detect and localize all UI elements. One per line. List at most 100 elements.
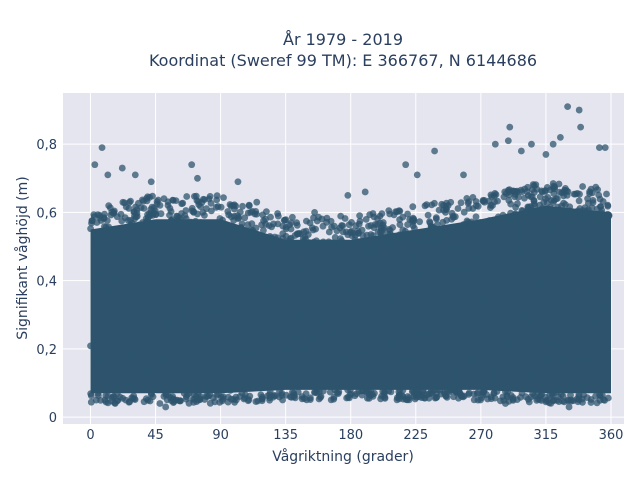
scatter-point [454,245,462,253]
scatter-point [369,232,377,240]
scatter-point [426,218,433,226]
scatter-point [437,234,445,242]
scatter-point [581,204,589,212]
x-tick-label: 135 [273,428,298,443]
scatter-point [103,217,111,225]
scatter-point [183,193,191,200]
scatter-point [249,208,256,215]
scatter-point [380,392,388,399]
scatter-point [474,396,482,404]
scatter-point [575,197,583,205]
scatter-point [351,279,358,287]
scatter-point [112,274,120,282]
scatter-point [147,178,155,186]
scatter-point [432,214,440,222]
scatter-point [506,123,514,131]
scatter-point [101,396,109,404]
scatter-point [127,352,135,360]
x-tick-label: 45 [147,428,164,443]
scatter-point [306,396,314,403]
scatter-point [224,398,232,406]
scatter-point [114,227,122,235]
scatter-point [167,217,175,225]
scatter-point [457,223,464,230]
scatter-point [348,219,355,226]
scatter-point [469,194,477,201]
scatter-point [92,396,100,404]
scatter-point [247,241,255,249]
scatter-point [266,391,273,399]
scatter-point [311,209,318,216]
scatter-point [265,283,273,291]
scatter-point [443,393,451,401]
scatter-point [363,249,370,257]
scatter-point [579,399,586,406]
scatter-point [358,370,365,377]
scatter-point [208,310,216,317]
scatter-point [409,203,417,211]
x-tick-label: 90 [212,428,229,443]
scatter-point [404,210,411,218]
scatter-point [331,234,339,241]
scatter-point [585,239,593,247]
scatter-point [361,239,369,247]
scatter-point [185,390,193,397]
scatter-point [320,387,327,395]
scatter-point [289,388,296,396]
scatter-point [194,287,202,295]
scatter-point [97,270,105,278]
scatter-point [162,391,170,399]
scatter-point [282,225,290,233]
scatter-point [293,243,301,250]
scatter-point [509,187,517,195]
scatter-point [177,216,185,224]
scatter-point [213,392,221,399]
scatter-point [517,186,525,194]
scatter-point [202,393,210,400]
scatter-point [169,196,177,204]
scatter-point [516,249,524,257]
scatter-point [320,280,328,288]
scatter-point [555,393,562,401]
scatter-point [474,279,482,286]
scatter-point [289,213,296,221]
scatter-point [104,171,112,179]
scatter-point [390,211,398,219]
scatter-point [571,329,578,337]
scatter-point [408,251,416,259]
scatter-point [245,202,253,210]
scatter-point [300,345,308,353]
scatter-point [486,217,493,224]
scatter-point [311,389,318,396]
scatter-point [130,208,138,216]
scatter-point [228,226,235,234]
scatter-point [98,281,106,289]
scatter-point [541,187,549,194]
scatter-point [535,280,542,288]
scatter-point [427,390,435,397]
scatter-point [418,328,425,336]
scatter-point [399,386,407,394]
scatter-point [575,106,583,114]
scatter-point [472,213,480,221]
scatter-point [402,227,409,235]
scatter-point [94,240,102,248]
scatter-point [385,387,393,395]
scatter-point [218,221,226,229]
scatter-point [530,182,538,190]
scatter-point [330,222,338,230]
scatter-point [597,203,604,211]
scatter-point [577,123,585,131]
scatter-point [356,212,363,220]
scatter-point [563,263,571,271]
scatter-point [388,340,396,348]
scatter-point [315,395,323,403]
scatter-point [262,220,269,228]
scatter-point [348,313,356,320]
scatter-point [173,396,181,404]
scatter-point [241,352,249,359]
scatter-point [461,265,469,272]
scatter-point [144,219,152,227]
scatter-point [107,310,114,318]
